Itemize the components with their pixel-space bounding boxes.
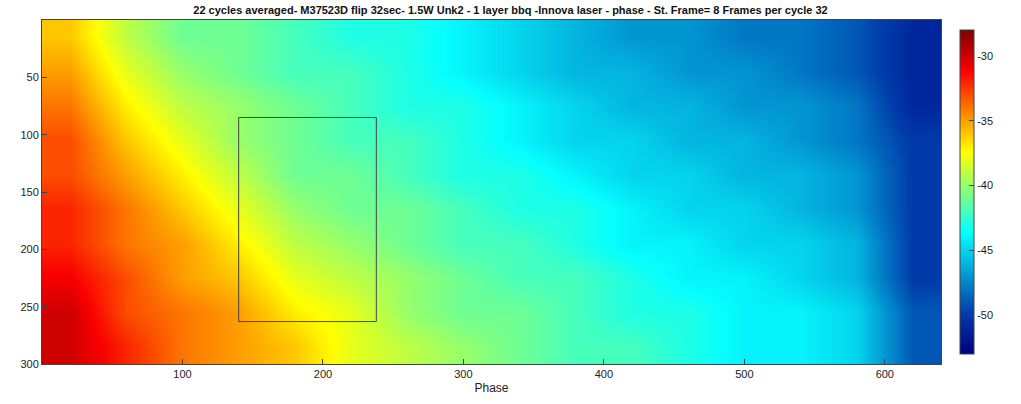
- svg-text:100: 100: [20, 129, 38, 141]
- svg-text:22 cycles averaged- M37523D fl: 22 cycles averaged- M37523D flip 32sec- …: [193, 4, 827, 16]
- svg-text:-45: -45: [977, 244, 993, 256]
- svg-text:300: 300: [20, 358, 38, 370]
- svg-text:Phase: Phase: [474, 381, 508, 395]
- svg-text:-40: -40: [977, 179, 993, 191]
- svg-text:500: 500: [735, 368, 753, 380]
- svg-text:50: 50: [27, 71, 39, 83]
- svg-text:-30: -30: [977, 50, 993, 62]
- svg-text:250: 250: [20, 301, 38, 313]
- svg-text:600: 600: [876, 368, 894, 380]
- svg-text:200: 200: [314, 368, 332, 380]
- svg-text:150: 150: [20, 186, 38, 198]
- svg-text:200: 200: [20, 243, 38, 255]
- svg-text:400: 400: [595, 368, 613, 380]
- svg-text:100: 100: [173, 368, 191, 380]
- svg-text:-35: -35: [977, 115, 993, 127]
- svg-text:300: 300: [454, 368, 472, 380]
- svg-text:-50: -50: [977, 309, 993, 321]
